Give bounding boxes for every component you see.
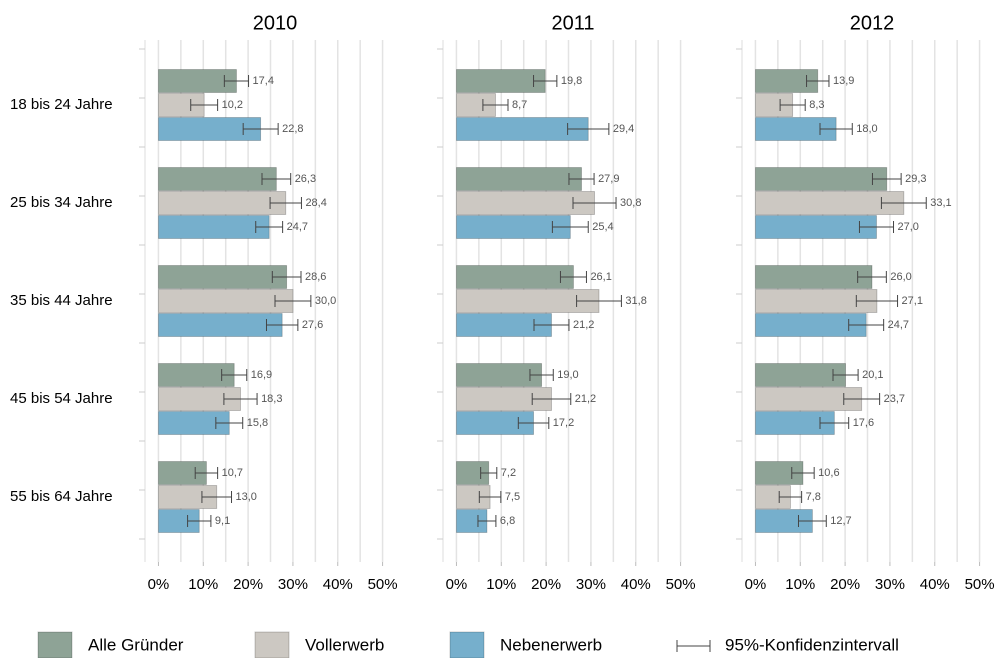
- value-label: 20,1: [862, 369, 883, 381]
- x-tick-label: 0%: [745, 576, 767, 593]
- value-label: 6,8: [500, 515, 515, 527]
- value-label: 7,2: [501, 467, 516, 479]
- x-tick-label: 30%: [576, 576, 606, 593]
- panel-title: 2012: [850, 12, 895, 34]
- legend-swatch: [449, 631, 485, 659]
- x-tick-label: 0%: [446, 576, 468, 593]
- value-label: 23,7: [884, 393, 905, 405]
- value-label: 21,2: [575, 393, 596, 405]
- value-label: 15,8: [247, 417, 268, 429]
- value-label: 8,3: [809, 99, 824, 111]
- bar: [158, 215, 270, 239]
- value-label: 22,8: [282, 123, 303, 135]
- x-tick-label: 40%: [621, 576, 651, 593]
- value-label: 13,9: [833, 75, 854, 87]
- x-tick-label: 20%: [531, 576, 561, 593]
- bar: [456, 167, 582, 191]
- category-label: 25 bis 34 Jahre: [10, 194, 113, 211]
- value-label: 26,3: [295, 173, 316, 185]
- x-tick-label: 30%: [278, 576, 308, 593]
- value-label: 25,4: [592, 221, 613, 233]
- value-label: 16,9: [251, 369, 272, 381]
- x-tick-label: 50%: [666, 576, 696, 593]
- value-label: 10,2: [222, 99, 243, 111]
- x-tick-label: 10%: [188, 576, 218, 593]
- value-label: 24,7: [287, 221, 308, 233]
- legend-label: Nebenerwerb: [500, 635, 602, 654]
- x-tick-label: 10%: [785, 576, 815, 593]
- value-label: 12,7: [830, 515, 851, 527]
- bar: [158, 313, 283, 337]
- value-label: 33,1: [930, 197, 951, 209]
- bar: [158, 289, 294, 313]
- value-label: 17,4: [253, 75, 274, 87]
- value-label: 27,6: [302, 319, 323, 331]
- bar: [456, 69, 546, 93]
- category-label: 55 bis 64 Jahre: [10, 488, 113, 505]
- bar: [158, 265, 288, 289]
- value-label: 28,4: [305, 197, 326, 209]
- bar: [755, 363, 846, 387]
- legend-swatch: [37, 631, 73, 659]
- value-label: 13,0: [236, 491, 257, 503]
- panel-title: 2010: [253, 12, 298, 34]
- x-tick-label: 40%: [323, 576, 353, 593]
- x-tick-label: 20%: [233, 576, 263, 593]
- bar: [755, 167, 888, 191]
- value-label: 27,1: [902, 295, 923, 307]
- value-label: 7,8: [806, 491, 821, 503]
- value-label: 18,3: [261, 393, 282, 405]
- value-label: 10,6: [818, 467, 839, 479]
- bar: [755, 215, 877, 239]
- legend-label: 95%-Konfidenzintervall: [725, 635, 899, 654]
- category-label: 45 bis 54 Jahre: [10, 390, 113, 407]
- value-label: 29,4: [613, 123, 634, 135]
- x-tick-label: 50%: [965, 576, 995, 593]
- bar: [456, 363, 543, 387]
- value-label: 26,1: [590, 271, 611, 283]
- value-label: 28,6: [305, 271, 326, 283]
- value-label: 26,0: [890, 271, 911, 283]
- value-label: 8,7: [512, 99, 527, 111]
- x-tick-label: 40%: [920, 576, 950, 593]
- category-label: 18 bis 24 Jahre: [10, 96, 113, 113]
- x-tick-label: 30%: [875, 576, 905, 593]
- bar: [158, 191, 287, 215]
- value-label: 19,0: [557, 369, 578, 381]
- value-label: 21,2: [573, 319, 594, 331]
- value-label: 27,9: [598, 173, 619, 185]
- bar: [755, 265, 873, 289]
- legend-label: Alle Gründer: [88, 635, 184, 654]
- value-label: 24,7: [888, 319, 909, 331]
- value-label: 30,0: [315, 295, 336, 307]
- x-tick-label: 0%: [148, 576, 170, 593]
- x-tick-label: 50%: [368, 576, 398, 593]
- value-label: 19,8: [561, 75, 582, 87]
- value-label: 31,8: [625, 295, 646, 307]
- value-label: 17,6: [853, 417, 874, 429]
- value-label: 27,0: [898, 221, 919, 233]
- bar: [456, 265, 574, 289]
- value-label: 30,8: [620, 197, 641, 209]
- value-label: 29,3: [905, 173, 926, 185]
- value-label: 17,2: [553, 417, 574, 429]
- value-label: 18,0: [856, 123, 877, 135]
- x-tick-label: 10%: [486, 576, 516, 593]
- value-label: 10,7: [222, 467, 243, 479]
- bar: [158, 167, 277, 191]
- legend-swatch: [254, 631, 290, 659]
- legend-label: Vollerwerb: [305, 635, 384, 654]
- category-label: 35 bis 44 Jahre: [10, 292, 113, 309]
- panel-title: 2011: [551, 12, 594, 34]
- x-tick-label: 20%: [830, 576, 860, 593]
- value-label: 9,1: [215, 515, 230, 527]
- value-label: 7,5: [505, 491, 520, 503]
